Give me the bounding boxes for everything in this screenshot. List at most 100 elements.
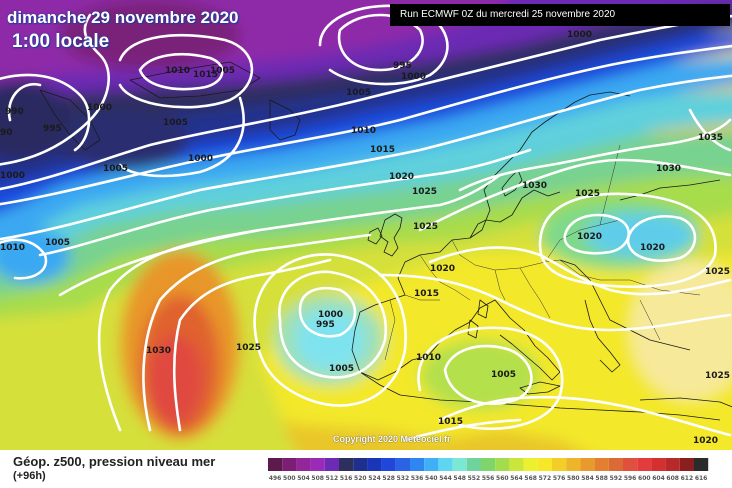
pressure-label: 1005: [491, 370, 516, 380]
scale-tick-label: 544: [439, 475, 452, 482]
pressure-label: 1030: [656, 164, 681, 174]
scale-tick-label: 576: [553, 475, 566, 482]
scale-tick-label: 504: [297, 475, 310, 482]
scale-swatch: [481, 458, 496, 471]
scale-tick-label: 604: [652, 475, 665, 482]
scale-swatch: [296, 458, 311, 471]
scale-tick-label: 520: [354, 475, 367, 482]
pressure-label: 1005: [45, 238, 70, 248]
scale-swatch: [424, 458, 439, 471]
scale-swatch: [452, 458, 467, 471]
scale-tick-label: 608: [666, 475, 679, 482]
scale-tick-label: 512: [326, 475, 339, 482]
pressure-label: 1030: [522, 181, 547, 191]
scale-tick-label: 616: [695, 475, 708, 482]
scale-swatch: [495, 458, 510, 471]
pressure-label: 1005: [329, 364, 354, 374]
scale-tick-label: 600: [638, 475, 651, 482]
pressure-label: 1000: [0, 171, 25, 181]
pressure-label: 1005: [103, 164, 128, 174]
scale-tick-label: 596: [624, 475, 637, 482]
scale-tick-label: 592: [610, 475, 623, 482]
scale-swatch: [367, 458, 382, 471]
scale-swatch: [623, 458, 638, 471]
scale-swatch: [637, 458, 652, 471]
scale-swatch: [410, 458, 425, 471]
pressure-label: 1035: [698, 133, 723, 143]
weather-map: 1010 1005 1015 990 995 1000 1005 1000 10…: [0, 0, 732, 450]
scale-swatch: [679, 458, 694, 471]
pressure-label: 1020: [430, 264, 455, 274]
scale-tick-label: 548: [453, 475, 466, 482]
scale-tick-label: 568: [524, 475, 537, 482]
pressure-label: 90: [0, 128, 13, 138]
scale-tick-label: 516: [340, 475, 353, 482]
scale-tick-label: 508: [311, 475, 324, 482]
scale-tick-label: 496: [269, 475, 282, 482]
pressure-label: 1025: [236, 343, 261, 353]
legend-title: Géop. z500, pression niveau mer: [13, 454, 216, 469]
scale-swatch: [694, 458, 709, 471]
pressure-label: 1000: [87, 103, 112, 113]
scale-swatch: [523, 458, 538, 471]
pressure-label: 1000: [567, 30, 592, 40]
scale-tick-label: 612: [681, 475, 694, 482]
pressure-label: 1010: [0, 243, 25, 253]
scale-swatch: [438, 458, 453, 471]
pressure-label: 1025: [413, 222, 438, 232]
borders: [384, 144, 701, 361]
scale-swatch: [566, 458, 581, 471]
pressure-label: 1020: [693, 436, 718, 446]
scale-swatch: [509, 458, 524, 471]
scale-tick-label: 560: [496, 475, 509, 482]
model-run-label: Run ECMWF 0Z du mercredi 25 novembre 202…: [390, 4, 730, 26]
scale-swatch: [594, 458, 609, 471]
pressure-label: 990: [5, 107, 24, 117]
scale-swatch: [324, 458, 339, 471]
scale-swatch: [353, 458, 368, 471]
pressure-label: 1010: [165, 66, 190, 76]
pressure-label: 995: [393, 61, 412, 71]
pressure-label: 1000: [318, 310, 343, 320]
scale-swatch: [651, 458, 666, 471]
pressure-label: 1025: [575, 189, 600, 199]
scale-tick-label: 556: [482, 475, 495, 482]
forecast-date: dimanche 29 novembre 2020: [7, 8, 239, 27]
scale-swatch: [537, 458, 552, 471]
pressure-label: 1020: [577, 232, 602, 242]
scale-swatch: [395, 458, 410, 471]
pressure-label: 995: [43, 124, 62, 134]
pressure-label: 1010: [351, 126, 376, 136]
scale-swatch: [282, 458, 297, 471]
color-scale: 496 500 504 508 512 516 520 524 528 532 536 540 544 5…: [268, 458, 709, 482]
scale-swatch: [466, 458, 481, 471]
scale-tick-label: 552: [468, 475, 481, 482]
scale-swatch: [580, 458, 595, 471]
legend-bar: Géop. z500, pression niveau mer (+96h) 4…: [0, 450, 732, 488]
pressure-label: 1000: [401, 72, 426, 82]
scale-tick-label: 524: [368, 475, 381, 482]
legend-subtitle: (+96h): [13, 470, 46, 482]
pressure-label: 1015: [193, 70, 218, 80]
forecast-local-time: 1:00 locale: [12, 31, 110, 52]
scale-tick-label: 532: [397, 475, 410, 482]
pressure-label: 1010: [416, 353, 441, 363]
copyright-notice: Copyright 2020 Meteociel.fr: [333, 434, 451, 444]
scale-tick-label: 528: [382, 475, 395, 482]
pressure-label: 1015: [414, 289, 439, 299]
scale-swatch: [665, 458, 680, 471]
scale-tick-label: 540: [425, 475, 438, 482]
scale-tick-label: 572: [539, 475, 552, 482]
scale-tick-label: 588: [595, 475, 608, 482]
pressure-label: 1020: [389, 172, 414, 182]
pressure-label: 1015: [438, 417, 463, 427]
scale-tick-label: 580: [567, 475, 580, 482]
pressure-label: 1030: [146, 346, 171, 356]
scale-swatch: [268, 458, 283, 471]
pressure-label: 1015: [370, 145, 395, 155]
scale-tick-label: 536: [411, 475, 424, 482]
pressure-labels: 1010 1005 1015 990 995 1000 1005 1000 10…: [0, 30, 730, 446]
pressure-label: 1000: [188, 154, 213, 164]
scale-tick-label: 500: [283, 475, 296, 482]
pressure-label: 1005: [163, 118, 188, 128]
